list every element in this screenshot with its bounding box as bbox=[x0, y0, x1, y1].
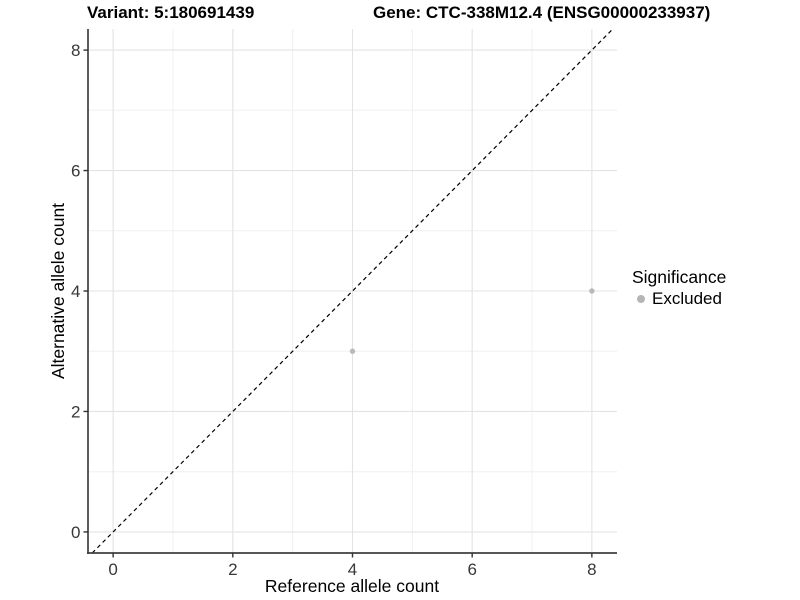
y-tick-label: 8 bbox=[71, 41, 80, 60]
gridlines-major bbox=[88, 29, 617, 553]
y-tick-label: 2 bbox=[71, 402, 80, 421]
y-tick-label: 6 bbox=[71, 162, 80, 181]
gene-title: Gene: CTC-338M12.4 (ENSG00000233937) bbox=[373, 3, 711, 22]
x-tick-label: 4 bbox=[348, 560, 357, 579]
x-tick-label: 6 bbox=[467, 560, 476, 579]
y-tick-label: 4 bbox=[71, 282, 80, 301]
data-points bbox=[349, 288, 595, 354]
identity-dashed-line bbox=[91, 28, 614, 554]
y-tick-label: 0 bbox=[71, 523, 80, 542]
x-axis-title: Reference allele count bbox=[265, 576, 439, 596]
x-tick-label: 8 bbox=[587, 560, 596, 579]
legend-point-icon bbox=[637, 295, 645, 303]
axis-tick-marks bbox=[83, 49, 593, 558]
legend-title: Significance bbox=[632, 267, 727, 287]
x-tick-label: 0 bbox=[108, 560, 117, 579]
y-axis-title: Alternative allele count bbox=[48, 203, 68, 379]
legend: Significance Excluded bbox=[632, 266, 726, 309]
data-point bbox=[349, 348, 356, 354]
x-tick-label: 2 bbox=[228, 560, 237, 579]
variant-title: Variant: 5:180691439 bbox=[87, 3, 255, 22]
legend-item-label: Excluded bbox=[652, 289, 722, 308]
y-tick-labels: 0 2 4 6 8 bbox=[71, 41, 80, 542]
legend-item-excluded: Excluded bbox=[632, 289, 726, 309]
x-tick-labels: 0 2 4 6 8 bbox=[108, 560, 596, 579]
data-point bbox=[589, 288, 595, 294]
